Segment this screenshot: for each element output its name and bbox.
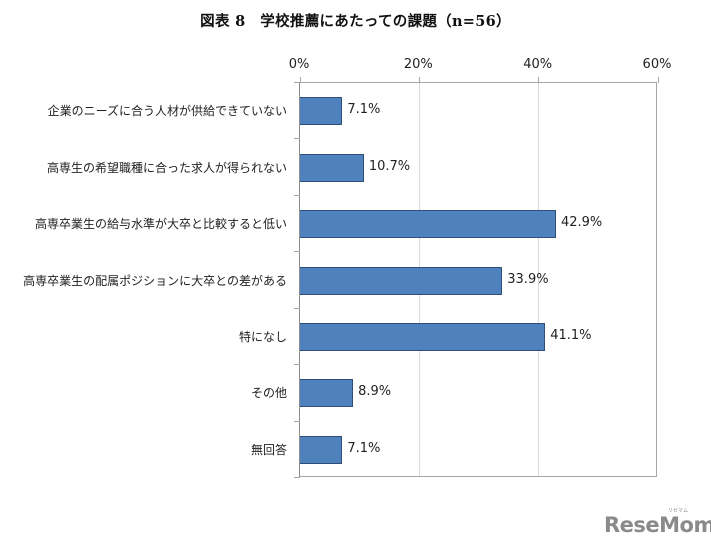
category-label: 高専卒業生の給与水準が大卒と比較すると低い bbox=[34, 217, 287, 232]
bar-value-label: 10.7% bbox=[368, 158, 411, 174]
x-axis-tick bbox=[657, 77, 659, 83]
bar bbox=[300, 435, 343, 464]
y-axis-tick bbox=[294, 477, 300, 478]
y-axis-tick bbox=[294, 364, 300, 365]
x-axis-label: 0% bbox=[288, 57, 310, 72]
plot-area bbox=[294, 77, 659, 478]
resemom-logo: ReseMom bbox=[604, 513, 711, 537]
x-axis-label: 60% bbox=[642, 57, 672, 72]
y-axis-tick bbox=[294, 195, 300, 196]
category-label: 特になし bbox=[238, 329, 287, 344]
category-label: 高専生の希望職種に合った求人が得られない bbox=[46, 160, 287, 175]
category-label: 高専卒業生の配属ポジションに大卒との差がある bbox=[23, 273, 287, 288]
bar-value-label: 7.1% bbox=[347, 102, 381, 118]
bar-value-label: 33.9% bbox=[507, 271, 549, 287]
bar bbox=[300, 97, 343, 126]
bar-value-label: 7.1% bbox=[347, 440, 381, 456]
x-axis-tick bbox=[299, 77, 301, 83]
bar bbox=[300, 266, 503, 295]
category-label: 無回答 bbox=[250, 442, 287, 457]
bar bbox=[300, 322, 546, 351]
x-axis-tick bbox=[538, 77, 540, 83]
resemom-logo-subtext: リセマム bbox=[668, 508, 689, 514]
bar bbox=[300, 210, 556, 239]
x-axis-label: 20% bbox=[403, 57, 433, 72]
bar-value-label: 41.1% bbox=[550, 327, 592, 343]
chart-title: 図表 8 学校推薦にあたっての課題（n=56） bbox=[200, 13, 511, 30]
bar bbox=[300, 153, 364, 182]
y-axis-tick bbox=[294, 82, 300, 83]
y-axis-tick bbox=[294, 251, 300, 252]
y-axis-tick bbox=[294, 421, 300, 422]
bar bbox=[300, 379, 354, 408]
bar-value-label: 8.9% bbox=[358, 384, 392, 400]
category-label: 企業のニーズに合う人材が供給できていない bbox=[47, 104, 287, 119]
category-label: その他 bbox=[250, 386, 287, 401]
x-axis-tick bbox=[418, 77, 420, 83]
gridline bbox=[538, 83, 540, 476]
y-axis-tick bbox=[294, 308, 300, 309]
y-axis-tick bbox=[294, 138, 300, 139]
x-axis-label: 40% bbox=[523, 57, 553, 72]
bar-value-label: 42.9% bbox=[560, 215, 603, 231]
